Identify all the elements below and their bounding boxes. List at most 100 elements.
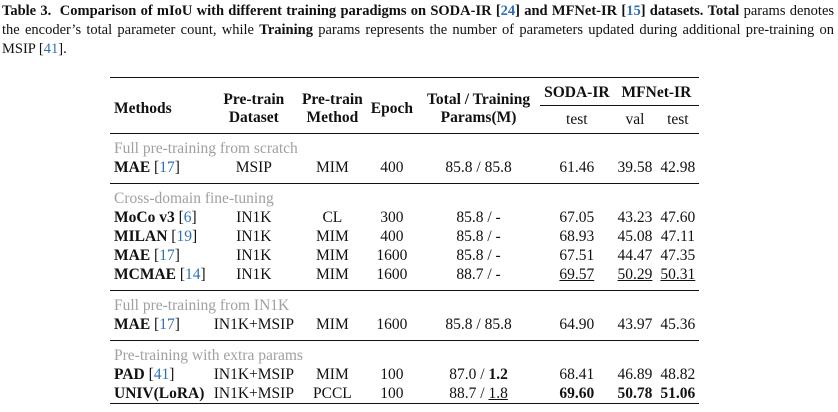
soda-test-cell: 67.51: [559, 247, 595, 264]
soda-test-cell: 64.90: [559, 316, 595, 333]
params-cell: 85.8 / -: [456, 209, 501, 226]
caption-text: ].: [58, 41, 67, 57]
pretrain-method-cell: MIM: [316, 266, 349, 283]
section-title: Full pre-training from scratch: [114, 140, 298, 157]
dataset-cell: MSIP: [235, 159, 272, 176]
table-row: MCMAE [14] IN1K MIM 1600 88.7 / - 69.57 …: [110, 265, 699, 284]
caption-title: Comparison of mIoU with different traini…: [60, 3, 704, 19]
mfnet-val-cell: 45.08: [617, 228, 653, 245]
citation-link[interactable]: 17: [159, 316, 175, 333]
mfnet-val-cell: 50.29: [617, 266, 653, 283]
mfnet-val-cell: 44.47: [617, 247, 653, 264]
caption-text: params represents the number of paramete…: [2, 22, 835, 57]
citation-link[interactable]: 14: [185, 266, 201, 283]
mfnet-val-cell: 43.97: [617, 316, 653, 333]
dataset-cell: IN1K+MSIP: [213, 366, 294, 383]
table-row: MAE [17] IN1K+MSIP MIM 1600 85.8 / 85.8 …: [110, 315, 699, 334]
pretrain-method-cell: CL: [322, 209, 343, 226]
header-mfnet: MFNet-IR: [613, 77, 700, 106]
header-methods: Methods: [114, 99, 172, 117]
citation-link[interactable]: 41: [43, 41, 59, 57]
params-cell: 85.8 / -: [456, 247, 501, 264]
mfnet-val-cell: 50.78: [617, 385, 653, 402]
table-row: MAE [17] IN1K MIM 1600 85.8 / - 67.51 44…: [110, 246, 699, 265]
caption-text: params denotes the encoder’s total param…: [2, 3, 835, 38]
subheader-row: test val test: [110, 106, 699, 134]
epoch-cell: 1600: [376, 266, 408, 283]
pretrain-method-cell: MIM: [316, 316, 349, 333]
method-cell: MoCo v3 [6]: [114, 209, 197, 226]
epoch-cell: 100: [380, 385, 404, 402]
epoch-cell: 1600: [376, 247, 408, 264]
section-header: Full pre-training from scratch: [110, 133, 700, 159]
params-cell: 85.8 / -: [456, 228, 501, 245]
mfnet-val-cell: 46.89: [617, 366, 653, 383]
dataset-cell: IN1K+MSIP: [213, 385, 294, 402]
citation-link[interactable]: 24: [500, 3, 516, 19]
dataset-cell: IN1K+MSIP: [213, 316, 294, 333]
subheader-mfnet-test: test: [667, 111, 689, 128]
mfnet-test-cell: 48.82: [660, 366, 696, 383]
mfnet-test-cell: 42.98: [660, 159, 696, 176]
caption-title-part: Comparison of mIoU with different traini…: [59, 3, 501, 19]
mfnet-test-cell: 47.11: [660, 228, 696, 245]
section-header: Pre-training with extra params: [110, 340, 700, 366]
epoch-cell: 1600: [376, 316, 408, 333]
epoch-cell: 400: [380, 159, 404, 176]
epoch-cell: 100: [380, 366, 404, 383]
pretrain-method-cell: MIM: [316, 228, 349, 245]
mfnet-test-cell: 51.06: [660, 385, 696, 402]
method-cell: MAE [17]: [114, 247, 180, 264]
method-cell: MAE [17]: [114, 159, 180, 176]
params-cell: 87.0 / 1.2: [449, 366, 508, 383]
dataset-cell: IN1K: [236, 209, 272, 226]
table-row: UNIV(LoRA) IN1K+MSIP PCCL 100 88.7 / 1.8…: [110, 384, 700, 404]
subheader-mfnet-val: val: [625, 111, 645, 128]
pretrain-method-cell: MIM: [316, 366, 349, 383]
header-pretrain-dataset: Pre-train Dataset: [223, 90, 285, 126]
soda-test-cell: 67.05: [559, 209, 595, 226]
soda-test-cell: 61.46: [559, 159, 595, 176]
section-title: Pre-training with extra params: [114, 347, 303, 364]
mfnet-val-cell: 39.58: [617, 159, 653, 176]
header-pretrain-method: Pre-train Method: [301, 90, 363, 126]
pretrain-method-cell: PCCL: [312, 385, 352, 402]
method-cell: MILAN [19]: [114, 228, 198, 245]
header-epoch: Epoch: [370, 99, 413, 117]
caption-label: Table 3.: [2, 3, 52, 19]
header-params: Total / Training Params(M): [427, 90, 531, 126]
dataset-cell: IN1K: [236, 266, 272, 283]
citation-link[interactable]: 15: [626, 3, 641, 19]
citation-link[interactable]: 17: [159, 159, 175, 176]
section-title: Cross-domain fine-tuning: [114, 190, 274, 207]
params-cell: 85.8 / 85.8: [445, 316, 512, 333]
pretrain-method-cell: MIM: [316, 159, 349, 176]
table-row: MILAN [19] IN1K MIM 400 85.8 / - 68.93 4…: [110, 227, 699, 246]
dataset-cell: IN1K: [236, 228, 272, 245]
params-cell: 88.7 / 1.8: [449, 385, 508, 402]
mfnet-test-cell: 47.60: [660, 209, 696, 226]
method-cell: UNIV(LoRA): [114, 385, 205, 402]
header-soda: SODA-IR: [540, 77, 614, 106]
method-cell: MAE [17]: [114, 316, 180, 333]
mfnet-val-cell: 43.23: [617, 209, 653, 226]
table-caption: Table 3. Comparison of mIoU with differe…: [2, 2, 834, 59]
citation-link[interactable]: 19: [176, 228, 192, 245]
mfnet-test-cell: 50.31: [660, 266, 696, 283]
caption-title-part: ] and MFNet-IR [: [515, 3, 627, 19]
results-table: Methods Pre-train Dataset Pre-train Method…: [110, 77, 700, 404]
table-row: MAE [17] MSIP MIM 400 85.8 / 85.8 61.46 …: [110, 158, 699, 177]
epoch-cell: 300: [380, 209, 404, 226]
dataset-cell: IN1K: [236, 247, 272, 264]
params-cell: 85.8 / 85.8: [445, 159, 512, 176]
caption-title-part: ] datasets.: [640, 3, 704, 19]
citation-link[interactable]: 41: [153, 366, 170, 383]
citation-link[interactable]: 17: [159, 247, 175, 264]
mfnet-test-cell: 47.35: [660, 247, 696, 264]
citation-link[interactable]: 6: [183, 209, 192, 226]
pretrain-method-cell: MIM: [316, 247, 349, 264]
soda-test-cell: 69.57: [559, 266, 595, 283]
method-cell: MCMAE [14]: [114, 266, 206, 283]
epoch-cell: 400: [380, 228, 404, 245]
soda-test-cell: 68.93: [559, 228, 595, 245]
